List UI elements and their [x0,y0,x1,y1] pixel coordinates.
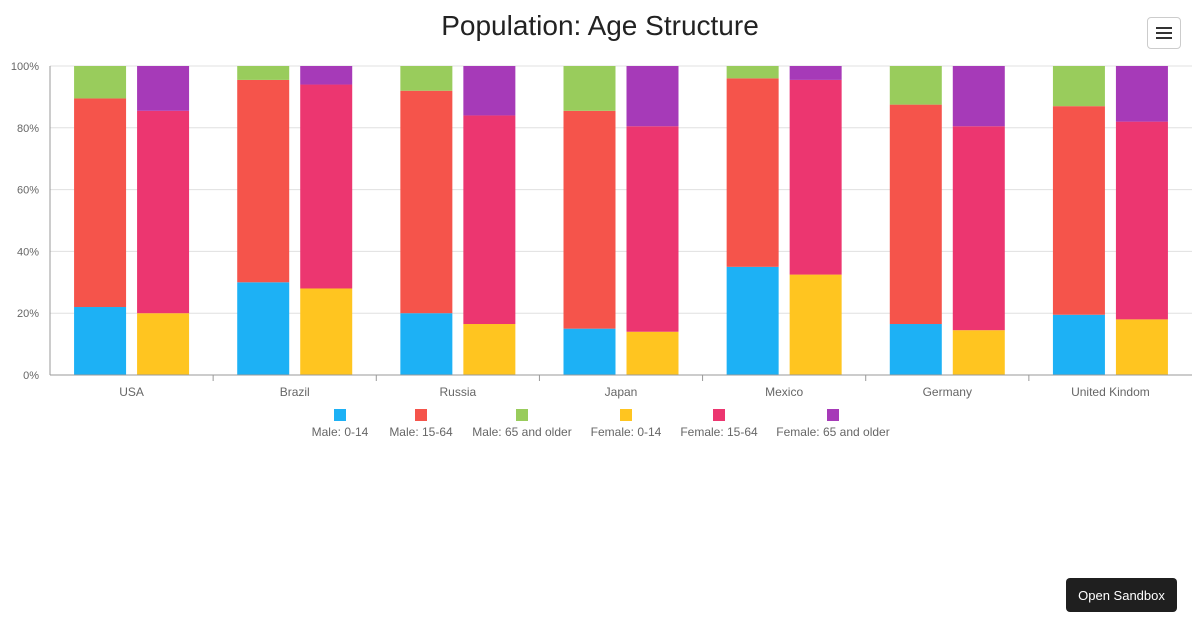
bar-male-65-and-older[interactable] [726,66,779,79]
x-tick-label: Russia [440,385,477,399]
bar-male-65-and-older[interactable] [563,66,616,111]
bar-female-0-14[interactable] [789,274,842,375]
legend-swatch[interactable] [620,409,632,421]
bar-female-0-14[interactable] [463,324,516,375]
bar-male-15-64[interactable] [237,79,290,283]
legend-swatch[interactable] [334,409,346,421]
bar-male-0-14[interactable] [726,266,779,375]
bar-female-15-64[interactable] [137,110,190,314]
legend-swatch[interactable] [415,409,427,421]
bar-male-15-64[interactable] [726,78,779,267]
chart-area: 0% 20% 40% 60% 80% 100% USA Brazil Russia Japan Me… [11,61,1192,439]
bar-female-65-and-older[interactable] [952,66,1005,127]
legend-label[interactable]: Female: 15-64 [680,425,758,439]
x-tick-label: United Kindom [1071,385,1150,399]
bar-male-65-and-older[interactable] [237,66,290,80]
legend-swatch[interactable] [713,409,725,421]
x-tick-label: Germany [923,385,972,399]
bar-female-65-and-older[interactable] [789,66,842,80]
y-tick-label: 100% [11,61,39,73]
bar-female-65-and-older[interactable] [626,66,679,127]
bar-female-0-14[interactable] [626,331,679,375]
hamburger-icon [1156,27,1172,39]
x-tick-label: Mexico [765,385,803,399]
legend-label[interactable]: Female: 0-14 [591,425,662,439]
y-tick-label: 80% [17,123,39,135]
bar-female-65-and-older[interactable] [137,66,190,111]
bar-female-65-and-older[interactable] [1115,66,1168,122]
bar-female-15-64[interactable] [463,115,516,325]
x-tick-label: Japan [605,385,638,399]
bar-male-0-14[interactable] [400,313,453,375]
bar-male-15-64[interactable] [1052,106,1105,315]
bar-male-0-14[interactable] [563,328,616,375]
chart-title: Population: Age Structure [441,10,759,41]
y-tick-label: 0% [23,370,39,382]
open-sandbox-button[interactable]: Open Sandbox [1066,578,1177,612]
bar-female-65-and-older[interactable] [463,66,516,116]
legend-swatch[interactable] [827,409,839,421]
bar-male-65-and-older[interactable] [1052,66,1105,107]
bar-male-0-14[interactable] [74,307,127,375]
bar-female-0-14[interactable] [1115,319,1168,375]
legend-label[interactable]: Male: 15-64 [389,425,453,439]
bar-male-15-64[interactable] [74,98,127,308]
bar-male-15-64[interactable] [889,104,942,325]
chart-menu-button[interactable] [1147,17,1181,49]
bar-female-15-64[interactable] [789,79,842,275]
bar-male-0-14[interactable] [237,282,290,375]
bar-female-0-14[interactable] [952,330,1005,375]
bar-male-65-and-older[interactable] [74,66,127,99]
bar-male-0-14[interactable] [889,324,942,375]
bar-male-15-64[interactable] [563,110,616,329]
bar-female-15-64[interactable] [1115,121,1168,320]
legend-label[interactable]: Female: 65 and older [776,425,889,439]
legend-label[interactable]: Male: 65 and older [472,425,571,439]
bar-male-65-and-older[interactable] [889,66,942,105]
bar-female-15-64[interactable] [626,126,679,332]
bar-male-0-14[interactable] [1052,314,1105,375]
y-tick-label: 60% [17,185,39,197]
bar-female-15-64[interactable] [300,84,353,289]
bar-male-15-64[interactable] [400,90,453,314]
bar-male-65-and-older[interactable] [400,66,453,91]
bar-female-65-and-older[interactable] [300,66,353,85]
x-tick-label: Brazil [280,385,310,399]
y-tick-label: 20% [17,308,39,320]
legend-label[interactable]: Male: 0-14 [312,425,369,439]
bar-female-0-14[interactable] [137,313,190,375]
bar-female-0-14[interactable] [300,288,353,375]
legend-swatch[interactable] [516,409,528,421]
x-tick-label: USA [119,385,144,399]
bar-female-15-64[interactable] [952,126,1005,331]
y-tick-label: 40% [17,246,39,258]
